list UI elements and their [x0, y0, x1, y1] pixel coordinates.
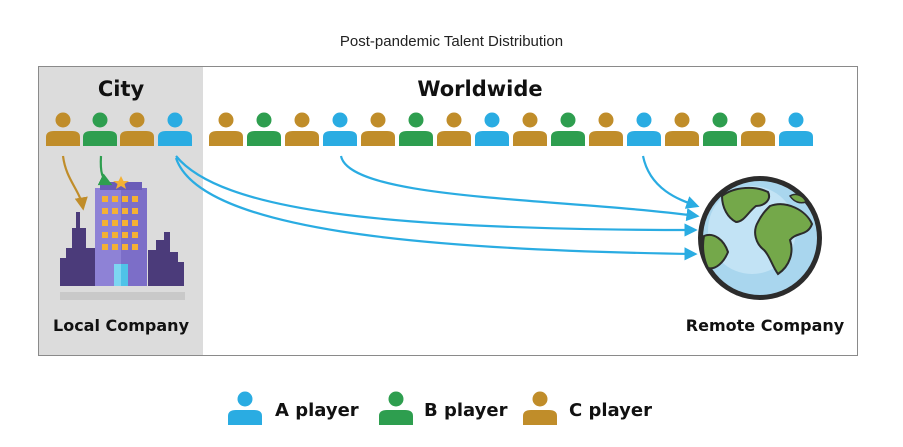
city-label: City: [97, 77, 145, 101]
city-player-a-icon: [158, 112, 192, 146]
legend-icons: [228, 391, 557, 425]
worldwide-player-b-icon: [399, 112, 433, 146]
arrow-city-a-player-to-remote-2: [174, 157, 698, 261]
legend-c-player-icon: [523, 391, 557, 425]
worldwide-player-a-icon: [779, 112, 813, 146]
player-icons: [46, 112, 813, 146]
worldwide-player-b-icon: [551, 112, 585, 146]
worldwide-player-a-icon: [475, 112, 509, 146]
local-company-label: Local Company: [53, 316, 189, 335]
worldwide-player-c-icon: [361, 112, 395, 146]
local-company-building-icon: [55, 176, 185, 300]
worldwide-player-b-icon: [703, 112, 737, 146]
worldwide-player-c-icon: [285, 112, 319, 146]
worldwide-player-b-icon: [247, 112, 281, 146]
worldwide-player-a-icon: [627, 112, 661, 146]
city-player-b-icon: [83, 112, 117, 146]
diagram-title: Post-pandemic Talent Distribution: [339, 33, 564, 50]
legend-label-b-player: B player: [424, 400, 508, 421]
arrow-city-a-player-to-remote: [175, 155, 698, 237]
worldwide-player-c-icon: [513, 112, 547, 146]
worldwide-player-c-icon: [665, 112, 699, 146]
remote-company-globe-icon: [698, 176, 822, 300]
worldwide-player-c-icon: [741, 112, 775, 146]
worldwide-player-c-icon: [437, 112, 471, 146]
legend-label-a-player: A player: [275, 400, 359, 421]
arrow-b-player-to-local: [97, 155, 113, 186]
arrow-c-player-to-local: [61, 155, 88, 211]
city-player-c-icon: [120, 112, 154, 146]
arrow-worldwide-a-player-2-to-remote: [641, 155, 700, 209]
flow-arrows: [61, 155, 700, 261]
worldwide-player-c-icon: [209, 112, 243, 146]
arrow-worldwide-a-player-to-remote: [339, 155, 700, 222]
worldwide-player-a-icon: [323, 112, 357, 146]
remote-company-label: Remote Company: [685, 316, 845, 335]
worldwide-label: Worldwide: [417, 77, 543, 101]
legend-label-c-player: C player: [569, 400, 652, 421]
legend-b-player-icon: [379, 391, 413, 425]
city-player-c-icon: [46, 112, 80, 146]
legend-a-player-icon: [228, 391, 262, 425]
worldwide-player-c-icon: [589, 112, 623, 146]
